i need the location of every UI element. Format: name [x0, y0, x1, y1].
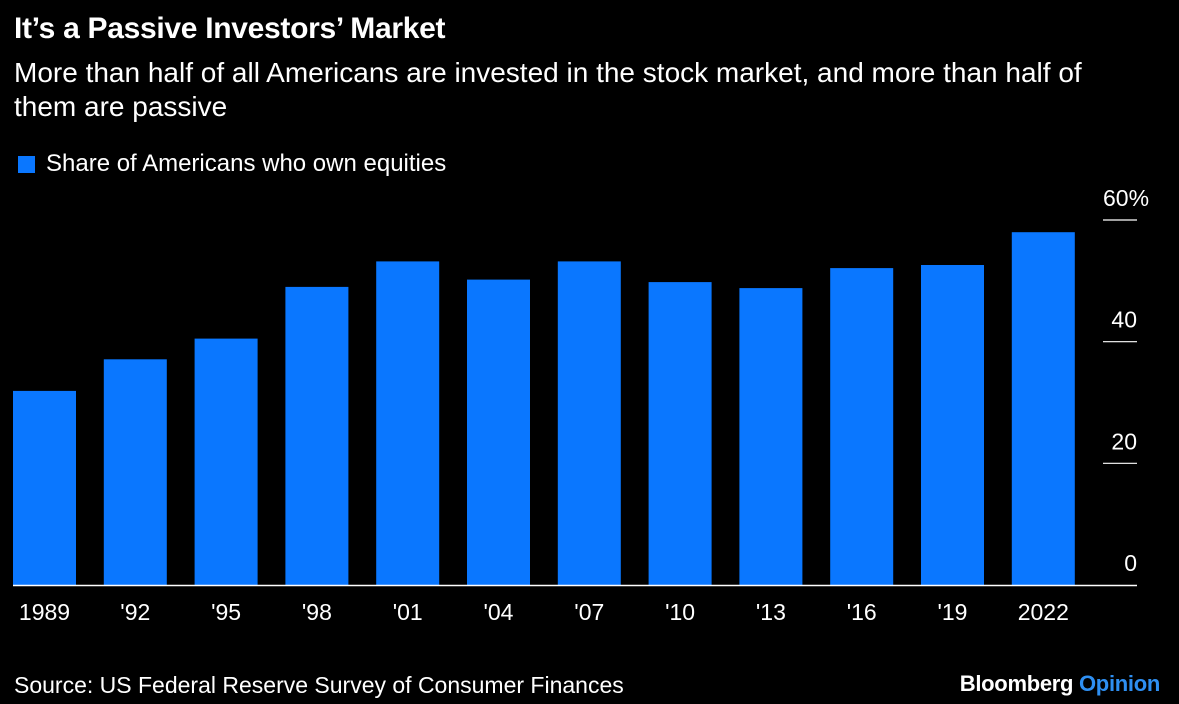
brand-sub: Opinion [1079, 671, 1160, 696]
bar-92 [103, 359, 167, 585]
bar-04 [467, 279, 530, 585]
x-tick-label: '01 [393, 599, 423, 625]
x-tick-label: '19 [938, 599, 968, 625]
x-tick-label: 2022 [1018, 599, 1069, 625]
bars [13, 232, 1075, 585]
y-tick-label: 20 [1111, 428, 1137, 454]
bar-13 [739, 288, 803, 585]
bar-16 [830, 268, 894, 585]
legend-label: Share of Americans who own equities [46, 150, 447, 177]
x-tick-label: '16 [847, 599, 877, 625]
x-tick-label: '10 [665, 599, 695, 625]
y-tick-label: 40 [1111, 307, 1137, 333]
brand-main: Bloomberg [959, 671, 1074, 696]
bar-19 [921, 265, 984, 585]
x-tick-label: '07 [574, 599, 604, 625]
source-note: Source: US Federal Reserve Survey of Con… [14, 672, 624, 698]
y-tick-label: 0 [1124, 550, 1137, 576]
y-tick-label: 60% [1103, 185, 1149, 211]
x-tick-label: '98 [302, 599, 332, 625]
bar-2022 [1011, 232, 1075, 585]
legend: Share of Americans who own equities [18, 150, 446, 178]
bar-98 [285, 286, 349, 585]
bar-95 [194, 338, 258, 585]
brand-logo: Bloomberg Opinion [959, 671, 1161, 697]
x-tick-label: '04 [484, 599, 514, 625]
x-tick-label: '92 [120, 599, 150, 625]
bar-01 [376, 261, 440, 585]
legend-swatch [18, 155, 35, 173]
y-axis: 0 20 40 60% [1103, 185, 1149, 576]
chart-title: It’s a Passive Investors’ Market [14, 12, 446, 45]
x-tick-label: 1989 [19, 599, 70, 625]
chart-subtitle: More than half of all Americans are inve… [14, 57, 1082, 122]
bar-10 [648, 282, 712, 585]
bar-07 [557, 261, 621, 585]
x-tick-label: '13 [756, 599, 786, 625]
bar-1989 [13, 390, 76, 585]
x-axis: 1989 '92 '95 '98 '01 '04 '07 '10 '13 '16 '19 2022 [13, 584, 1137, 625]
x-tick-label: '95 [211, 599, 241, 625]
